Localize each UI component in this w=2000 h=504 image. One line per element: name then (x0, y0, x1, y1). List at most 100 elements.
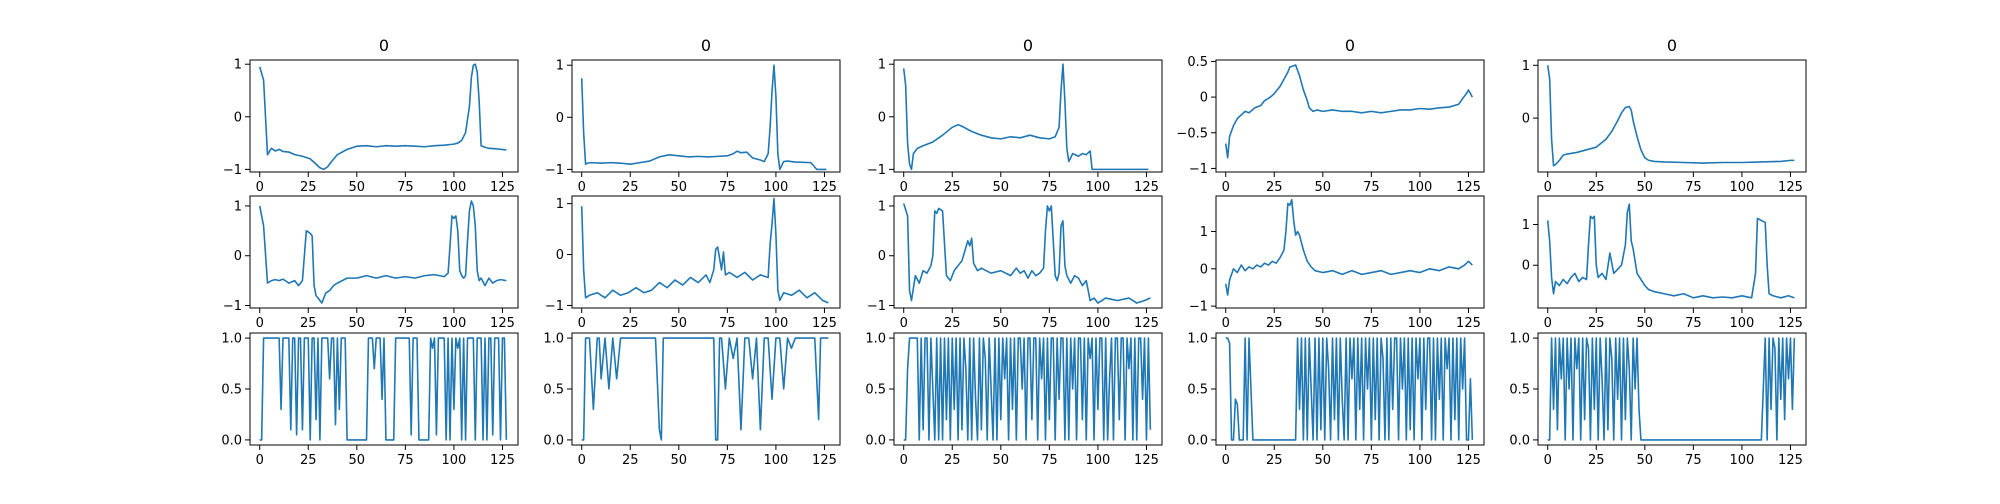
axes-frame (1215, 59, 1485, 173)
x-tick-label: 75 (1363, 316, 1380, 331)
series-line-0 (1547, 337, 1796, 441)
x-tick-label: 25 (300, 180, 317, 195)
x-tick-label: 50 (1315, 316, 1332, 331)
y-tick-label: −1 (867, 163, 886, 178)
x-tick-label: 125 (1134, 316, 1159, 331)
subplot-title: 0 (1667, 36, 1677, 55)
x-tick-label: 50 (1637, 180, 1654, 195)
y-tick-label: 0 (878, 110, 886, 125)
y-tick-label: −1 (545, 163, 564, 178)
x-tick-label: 125 (1134, 453, 1159, 468)
x-tick-label: 75 (719, 453, 736, 468)
y-tick-label: 1.0 (1509, 332, 1530, 347)
y-tick-label: 1 (556, 59, 564, 74)
x-tick-label: 25 (944, 453, 961, 468)
series-line-0 (580, 64, 827, 171)
x-tick-label: 100 (1085, 453, 1110, 468)
y-tick-label: 1 (1522, 59, 1530, 74)
x-tick-label: 25 (1588, 180, 1605, 195)
x-tick-label: 125 (490, 316, 515, 331)
y-tick-label: −1 (1189, 162, 1208, 177)
subplot-title: 0 (701, 36, 711, 55)
x-tick-label: 100 (1729, 316, 1754, 331)
x-tick-label: 25 (1266, 316, 1283, 331)
subplot-title: 0 (1345, 36, 1355, 55)
y-tick-label: −1 (1189, 300, 1208, 315)
y-tick-label: −1 (223, 299, 242, 314)
y-tick-label: 0 (1522, 259, 1530, 274)
x-tick-label: 25 (1266, 453, 1283, 468)
x-tick-label: 0 (1222, 316, 1230, 331)
series-line-0 (581, 337, 829, 441)
subplot-1-1: 0 25 50 75 100 125 −1 0 1 (545, 195, 841, 331)
x-tick-label: 75 (397, 316, 414, 331)
axes-frame (249, 59, 519, 173)
axes-frame (249, 195, 519, 309)
x-tick-label: 50 (1315, 453, 1332, 468)
y-tick-label: 0 (234, 249, 242, 264)
x-tick-label: 25 (944, 316, 961, 331)
axes-frame (1537, 59, 1807, 173)
y-tick-label: 0 (1200, 91, 1208, 106)
subplot-1-3: 0 25 50 75 100 125 −1 0 1 (1189, 195, 1485, 331)
x-tick-label: 0 (900, 453, 908, 468)
x-tick-label: 100 (1729, 453, 1754, 468)
x-tick-label: 100 (1729, 180, 1754, 195)
y-tick-label: 0 (1522, 112, 1530, 127)
x-tick-label: 25 (622, 453, 639, 468)
y-tick-label: 0.5 (1509, 383, 1530, 398)
y-tick-label: 1 (1200, 225, 1208, 240)
y-tick-label: 0.5 (543, 383, 564, 398)
y-tick-label: 1 (234, 58, 242, 73)
y-tick-label: 1.0 (221, 332, 242, 347)
x-tick-label: 0 (1222, 453, 1230, 468)
subplot-title: 0 (379, 36, 389, 55)
y-tick-label: −1 (545, 299, 564, 314)
series-line-0 (580, 197, 829, 304)
y-tick-label: 0.0 (543, 433, 564, 448)
subplot-2-2: 0 25 50 75 100 125 0.0 0.5 1.0 (865, 332, 1163, 468)
x-tick-label: 125 (1456, 453, 1481, 468)
x-tick-label: 0 (578, 316, 586, 331)
subplot-0-4: 0 25 50 75 100 125 0 1 0 (1522, 36, 1807, 195)
subplot-0-3: 0 25 50 75 100 125 −1 −0.5 0 0.5 0 (1176, 36, 1485, 195)
y-tick-label: −0.5 (1176, 126, 1208, 141)
x-tick-label: 75 (1363, 180, 1380, 195)
subplot-2-4: 0 25 50 75 100 125 0.0 0.5 1.0 (1509, 332, 1807, 468)
series-line-0 (258, 200, 507, 304)
axes-frame (571, 59, 841, 173)
x-tick-label: 100 (1407, 316, 1432, 331)
x-tick-label: 75 (719, 316, 736, 331)
x-tick-label: 0 (1544, 453, 1552, 468)
x-tick-label: 0 (1222, 180, 1230, 195)
x-tick-label: 50 (1637, 316, 1654, 331)
x-tick-label: 50 (993, 180, 1010, 195)
axes-frame (893, 195, 1163, 309)
x-tick-label: 50 (349, 453, 366, 468)
x-tick-label: 0 (1544, 180, 1552, 195)
series-line-0 (258, 63, 507, 171)
series-line-0 (903, 337, 1152, 441)
x-tick-label: 100 (763, 180, 788, 195)
x-tick-label: 100 (763, 453, 788, 468)
x-tick-label: 50 (993, 453, 1010, 468)
x-tick-label: 50 (1315, 180, 1332, 195)
x-tick-label: 50 (993, 316, 1010, 331)
x-tick-label: 75 (1685, 180, 1702, 195)
subplot-0-2: 0 25 50 75 100 125 −1 0 1 0 (867, 36, 1163, 195)
y-tick-label: 1 (556, 197, 564, 212)
x-tick-label: 125 (1456, 180, 1481, 195)
y-tick-label: 1 (234, 199, 242, 214)
x-tick-label: 25 (300, 316, 317, 331)
x-tick-label: 25 (944, 180, 961, 195)
x-tick-label: 0 (256, 180, 264, 195)
series-line-0 (1224, 198, 1473, 296)
y-tick-label: 0.0 (221, 433, 242, 448)
x-tick-label: 0 (900, 180, 908, 195)
subplot-2-3: 0 25 50 75 100 125 0.0 0.5 1.0 (1187, 332, 1485, 468)
subplot-title: 0 (1023, 36, 1033, 55)
x-tick-label: 100 (441, 316, 466, 331)
x-tick-label: 50 (671, 180, 688, 195)
y-tick-label: 0 (234, 110, 242, 125)
x-tick-label: 100 (1085, 180, 1110, 195)
